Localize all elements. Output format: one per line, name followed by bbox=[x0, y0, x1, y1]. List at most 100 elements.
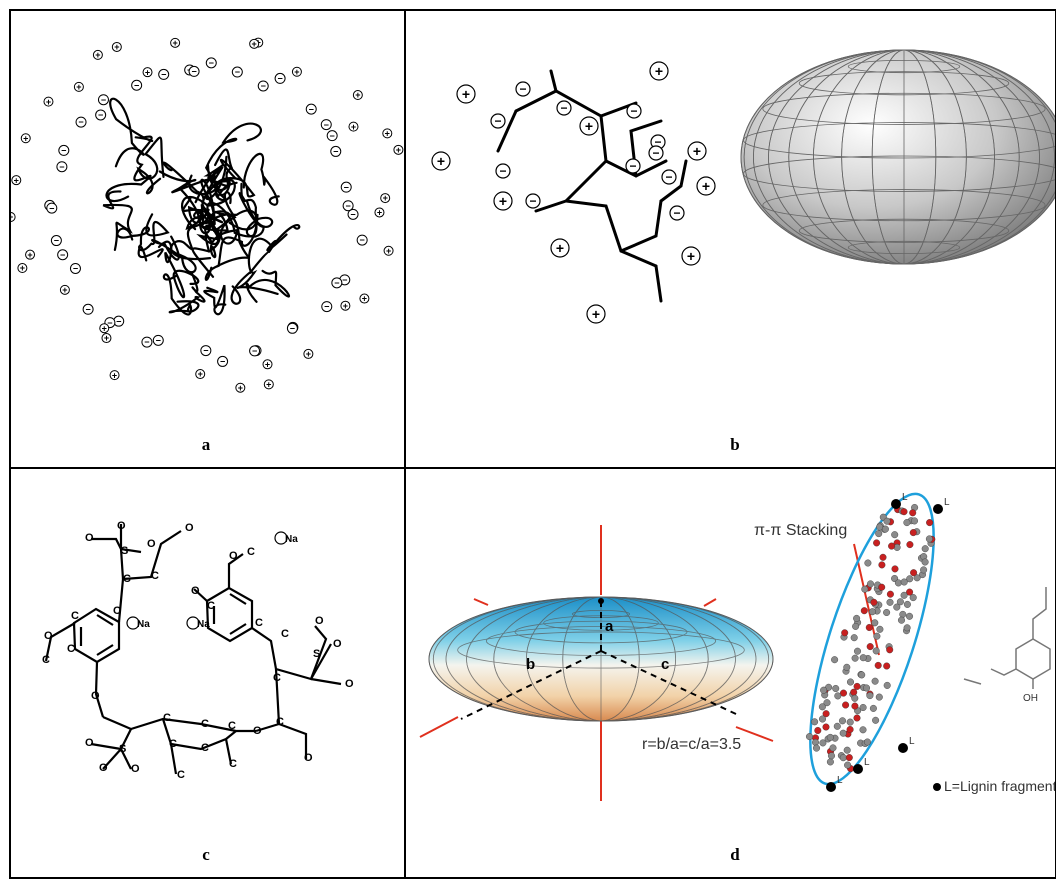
positive-ion: + bbox=[20, 133, 31, 143]
stack-atom bbox=[819, 739, 827, 747]
negative-ion: − bbox=[495, 163, 511, 179]
atom-label: C bbox=[71, 610, 79, 622]
atom-label: C bbox=[201, 718, 209, 730]
caption-c: c bbox=[202, 845, 210, 864]
caption-a: a bbox=[201, 435, 211, 454]
stack-atom bbox=[839, 717, 847, 725]
negative-ion: − bbox=[231, 66, 243, 78]
negative-ion: − bbox=[331, 277, 343, 289]
positive-ion: + bbox=[291, 66, 302, 77]
stack-atom bbox=[873, 539, 881, 547]
stack-atom bbox=[925, 535, 933, 543]
stack-atom bbox=[851, 694, 859, 702]
atom-label: C bbox=[169, 738, 177, 750]
stack-atom bbox=[840, 689, 848, 697]
svg-text:−: − bbox=[61, 146, 66, 156]
svg-text:−: − bbox=[654, 135, 661, 149]
negative-ion: − bbox=[556, 100, 572, 116]
positive-ion: + bbox=[649, 61, 669, 81]
positive-ion: + bbox=[11, 212, 16, 222]
stack-atom bbox=[859, 726, 867, 734]
stack-atom bbox=[853, 714, 861, 722]
ellipsoid bbox=[740, 49, 1055, 265]
stack-atom bbox=[909, 594, 917, 602]
svg-text:−: − bbox=[191, 67, 196, 77]
svg-text:+: + bbox=[102, 323, 107, 333]
negative-ion: − bbox=[525, 193, 541, 209]
stack-atom bbox=[833, 722, 841, 730]
positive-ion: + bbox=[352, 90, 363, 100]
svg-text:+: + bbox=[11, 212, 13, 222]
atom-label: C bbox=[247, 546, 255, 558]
negative-ion: − bbox=[490, 113, 506, 129]
stack-atom bbox=[903, 624, 911, 632]
svg-text:−: − bbox=[78, 117, 83, 127]
stack-atom bbox=[899, 610, 907, 618]
marker-label: L bbox=[944, 497, 950, 508]
negative-ion: − bbox=[347, 208, 359, 220]
coil-segment bbox=[162, 273, 200, 316]
coil-segment bbox=[116, 226, 164, 259]
stack-atom bbox=[863, 684, 871, 692]
negative-ion: − bbox=[141, 336, 153, 348]
stack-atom bbox=[886, 598, 894, 606]
svg-text:+: + bbox=[198, 369, 203, 379]
negative-ion: − bbox=[50, 235, 62, 247]
coil-segment bbox=[136, 136, 165, 195]
stack-atom bbox=[851, 702, 859, 710]
coil-segment bbox=[191, 224, 221, 278]
svg-text:+: + bbox=[62, 285, 67, 295]
axis-label-c: c bbox=[661, 656, 669, 673]
positive-ion: + bbox=[348, 121, 359, 132]
atom-label: O bbox=[315, 615, 324, 627]
coil-segment bbox=[168, 271, 206, 314]
svg-text:+: + bbox=[172, 38, 177, 48]
negative-ion: − bbox=[515, 81, 531, 97]
svg-text:−: − bbox=[629, 159, 636, 173]
coil-segment bbox=[245, 269, 291, 303]
atom-label: C bbox=[281, 628, 289, 640]
svg-text:−: − bbox=[277, 74, 282, 84]
stack-atom bbox=[910, 569, 918, 577]
svg-text:+: + bbox=[294, 67, 299, 77]
atom-label: S bbox=[313, 648, 320, 660]
positive-ion: + bbox=[380, 193, 391, 203]
svg-text:−: − bbox=[652, 146, 659, 160]
marker-label: L bbox=[902, 492, 908, 503]
stack-atom bbox=[921, 545, 929, 553]
stack-atom bbox=[883, 608, 891, 616]
positive-ion: + bbox=[235, 382, 246, 393]
atom-label: C bbox=[276, 716, 284, 728]
atom-label: O bbox=[345, 678, 354, 690]
svg-text:−: − bbox=[519, 82, 526, 96]
svg-text:+: + bbox=[386, 246, 391, 256]
svg-text:+: + bbox=[112, 370, 117, 380]
atom-label: C bbox=[201, 742, 209, 754]
negative-ion: − bbox=[131, 79, 143, 91]
stack-atom bbox=[834, 692, 842, 700]
svg-text:−: − bbox=[324, 120, 329, 130]
svg-text:−: − bbox=[54, 236, 59, 246]
coil-segment bbox=[203, 284, 227, 316]
stack-atom bbox=[878, 583, 886, 591]
stack-atom bbox=[851, 654, 859, 662]
stack-atom bbox=[872, 647, 880, 655]
positive-ion: + bbox=[249, 38, 260, 49]
stack-atom bbox=[845, 754, 853, 762]
negative-ion: − bbox=[97, 94, 109, 106]
atom-label: S bbox=[119, 743, 126, 755]
stack-atom bbox=[898, 616, 906, 624]
positive-ion: + bbox=[382, 128, 393, 139]
negative-ion: − bbox=[286, 322, 298, 334]
negative-ion: − bbox=[249, 345, 261, 357]
coil-segment bbox=[180, 178, 238, 231]
negative-ion: − bbox=[661, 169, 677, 185]
positive-ion: + bbox=[111, 41, 122, 52]
stacking-outline bbox=[809, 492, 935, 786]
coil-segment bbox=[170, 208, 212, 261]
stack-atom bbox=[822, 723, 830, 731]
caption-d: d bbox=[730, 845, 740, 864]
